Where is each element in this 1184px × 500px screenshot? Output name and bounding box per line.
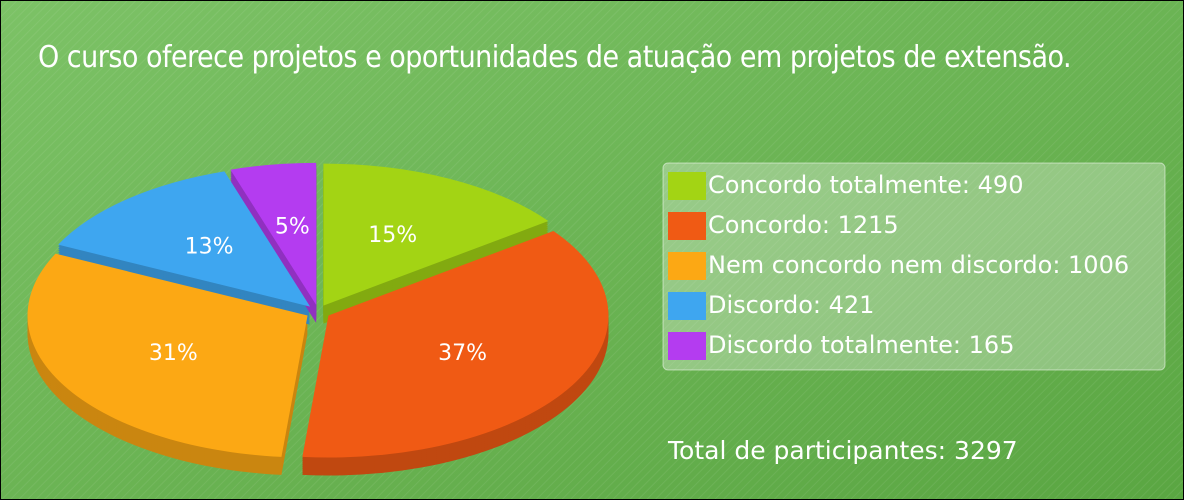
slice [58,171,311,307]
title-box: O curso oferece projetos e oportunidades… [38,40,1072,75]
legend-label: Discordo totalmente: 165 [708,331,1014,359]
slice [27,253,308,457]
legend-swatch [668,172,706,200]
legend-box [662,162,1166,371]
slice-label: 13% [185,235,234,260]
total-annotation: Total de participantes: 3297 [667,436,1018,465]
legend-swatch [668,212,706,240]
slice-label: 15% [368,223,417,248]
legend-swatch [668,292,706,320]
slice-label: 5% [275,215,310,240]
slice [230,162,317,305]
legend-label: Nem concordo nem discordo: 1006 [708,251,1129,279]
slice [323,163,549,306]
slice-label: 37% [438,341,487,366]
legend-label: Discordo: 421 [708,291,874,319]
chart-title: O curso oferece projetos e oportunidades… [38,40,1072,75]
legend-swatch [668,252,706,280]
slice [302,231,609,458]
slice-label: 31% [149,341,198,366]
legend-swatch [668,332,706,360]
legend-label: Concordo: 1215 [708,211,899,239]
legend-label: Concordo totalmente: 490 [708,171,1023,199]
